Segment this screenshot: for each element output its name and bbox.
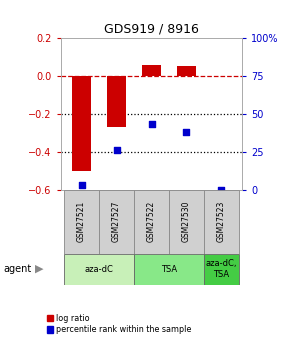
Legend: log ratio, percentile rank within the sample: log ratio, percentile rank within the sa…: [43, 310, 195, 337]
Point: [184, 129, 189, 135]
Text: TSA: TSA: [161, 265, 177, 274]
Bar: [134, 254, 204, 285]
Bar: [72, 76, 91, 171]
Point: [79, 183, 84, 188]
Bar: [64, 254, 134, 285]
Bar: [204, 254, 239, 285]
Text: GSM27523: GSM27523: [217, 201, 226, 242]
Bar: [134, 190, 169, 254]
Text: GSM27522: GSM27522: [147, 201, 156, 242]
Text: agent: agent: [3, 264, 31, 274]
Point: [114, 148, 119, 153]
Title: GDS919 / 8916: GDS919 / 8916: [104, 22, 199, 36]
Text: ▶: ▶: [35, 264, 43, 274]
Bar: [169, 190, 204, 254]
Point: [219, 187, 224, 193]
Point: [149, 122, 154, 127]
Bar: [177, 66, 196, 76]
Text: GSM27521: GSM27521: [77, 201, 86, 242]
Bar: [204, 190, 239, 254]
Bar: [99, 190, 134, 254]
Text: GSM27530: GSM27530: [182, 201, 191, 243]
Text: aza-dC,
TSA: aza-dC, TSA: [206, 259, 237, 279]
Bar: [142, 65, 161, 76]
Bar: [64, 190, 99, 254]
Text: GSM27527: GSM27527: [112, 201, 121, 242]
Bar: [107, 76, 126, 127]
Text: aza-dC: aza-dC: [85, 265, 114, 274]
